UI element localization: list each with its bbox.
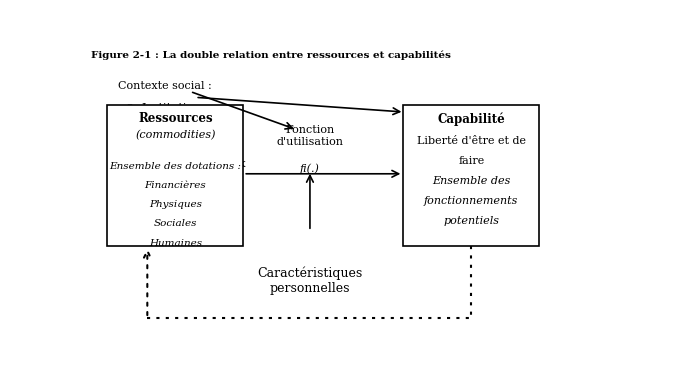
Text: Figure 2-1 : La double relation entre ressources et capabilités: Figure 2-1 : La double relation entre re… <box>92 50 451 60</box>
Text: Humaines: Humaines <box>149 238 202 248</box>
Text: potentiels: potentiels <box>443 215 499 225</box>
Text: fonctionnements: fonctionnements <box>424 196 519 206</box>
Text: (commodities): (commodities) <box>135 129 215 140</box>
Text: Ressources: Ressources <box>138 112 213 125</box>
Text: ▪: ▪ <box>126 102 132 111</box>
Text: Ensemble des dotations :: Ensemble des dotations : <box>109 162 241 171</box>
Text: ▪: ▪ <box>126 125 132 133</box>
Text: faire: faire <box>458 155 484 165</box>
Text: Normes: Normes <box>141 125 186 135</box>
Text: Financières: Financières <box>144 181 206 190</box>
Text: ▪: ▪ <box>126 146 132 155</box>
Text: fi(.): fi(.) <box>300 163 320 174</box>
Text: Facteurs
environnementaux: Facteurs environnementaux <box>141 147 246 169</box>
Text: Ensemble des: Ensemble des <box>432 176 510 186</box>
Bar <box>107 105 244 246</box>
Text: Caractéristiques
personnelles: Caractéristiques personnelles <box>257 267 363 295</box>
Text: Fonction
d'utilisation: Fonction d'utilisation <box>277 125 343 147</box>
Text: Capabilité: Capabilité <box>438 112 505 126</box>
Bar <box>403 105 539 246</box>
Text: Institutions: Institutions <box>141 103 206 113</box>
Text: Sociales: Sociales <box>153 219 197 228</box>
Text: Contexte social :: Contexte social : <box>118 81 212 91</box>
Text: Liberté d'être et de: Liberté d'être et de <box>417 136 526 146</box>
Text: Physiques: Physiques <box>149 200 202 209</box>
